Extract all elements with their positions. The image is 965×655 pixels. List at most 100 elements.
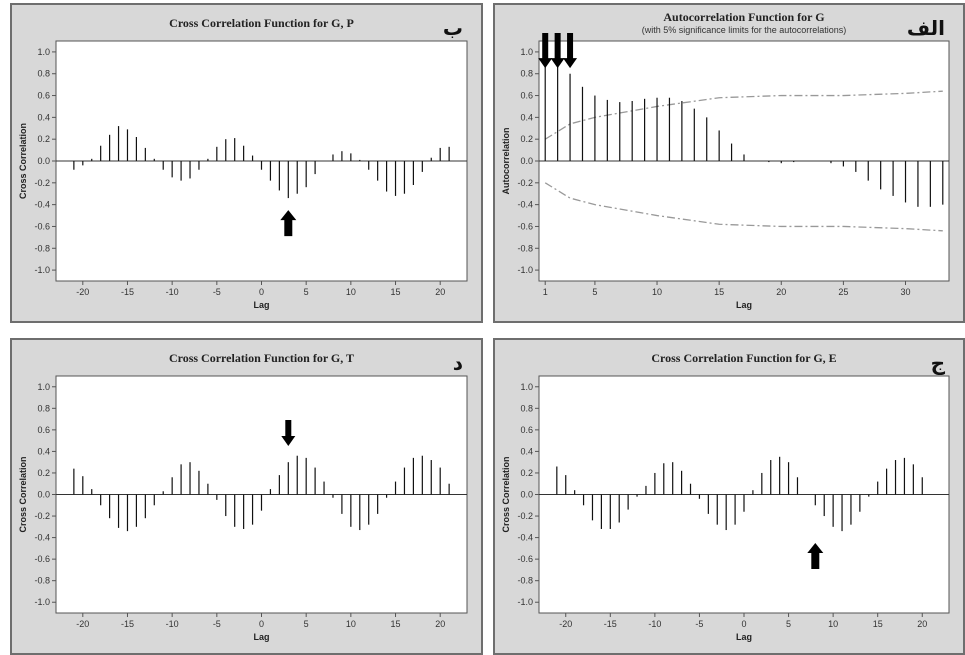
- x-tick-label: -20: [76, 287, 89, 297]
- y-tick-label: 1.0: [37, 47, 50, 57]
- panel-ccf-g-e: Cross Correlation Function for G, E ج 1.0 0…: [493, 338, 965, 655]
- y-tick-label: 1.0: [520, 382, 533, 392]
- x-tick-label: 10: [652, 287, 662, 297]
- chart-title: Autocorrelation Function for G: [663, 10, 824, 24]
- panel-acf-g: Autocorrelation Function for G (with 5% s…: [493, 3, 965, 323]
- y-tick-label: -1.0: [517, 265, 533, 275]
- chart-title: Cross Correlation Function for G, T: [169, 351, 354, 365]
- y-tick-label: -0.2: [34, 511, 50, 521]
- x-tick-label: 20: [435, 619, 445, 629]
- y-tick-label: -0.6: [517, 554, 533, 564]
- x-tick-label: 20: [917, 619, 927, 629]
- y-tick-label: 0.4: [520, 112, 533, 122]
- x-tick-label: -10: [166, 619, 179, 629]
- x-tick-label: -15: [121, 619, 134, 629]
- up-arrow-marker: [280, 210, 297, 237]
- x-tick-label: 15: [391, 619, 401, 629]
- y-tick-label: 0.2: [520, 134, 533, 144]
- chart-subtitle: (with 5% significance limits for the aut…: [642, 25, 847, 35]
- y-tick-label: 0.6: [37, 425, 50, 435]
- y-tick-label: 0.6: [520, 425, 533, 435]
- x-axis-label: Lag: [736, 300, 752, 310]
- x-tick-label: 5: [786, 619, 791, 629]
- lower-significance-limit: [544, 182, 943, 232]
- y-axis-label: Cross Correlation: [501, 456, 511, 532]
- y-tick-label: -0.4: [517, 533, 533, 543]
- x-tick-label: 15: [391, 287, 401, 297]
- x-tick-label: -5: [695, 619, 703, 629]
- y-tick-label: 0.2: [37, 468, 50, 478]
- y-tick-label: -0.8: [34, 576, 50, 586]
- x-tick-label: 15: [873, 619, 883, 629]
- chart-ccf-g-p: Cross Correlation Function for G, P ب 1.0 0…: [18, 16, 468, 310]
- x-tick-label: -10: [648, 619, 661, 629]
- x-tick-label: -5: [213, 287, 221, 297]
- y-tick-label: -0.8: [517, 576, 533, 586]
- x-tick-label: -15: [604, 619, 617, 629]
- y-tick-label: 0.8: [37, 403, 50, 413]
- x-tick-label: -5: [213, 619, 221, 629]
- y-tick-label: 0.0: [37, 156, 50, 166]
- x-tick-label: 20: [776, 287, 786, 297]
- y-tick-label: -0.4: [34, 533, 50, 543]
- x-tick-label: 0: [259, 287, 264, 297]
- y-tick-label: -1.0: [34, 597, 50, 607]
- chart-title: Cross Correlation Function for G, P: [169, 16, 354, 30]
- chart-ccf-g-t: Cross Correlation Function for G, T د 1.0 0…: [18, 351, 468, 642]
- x-tick-label: 0: [259, 619, 264, 629]
- arrow-shape: [550, 33, 565, 69]
- y-tick-label: -0.2: [34, 178, 50, 188]
- y-tick-label: 0.8: [520, 403, 533, 413]
- panel-label: د: [453, 351, 463, 375]
- down-arrow-marker: [281, 420, 296, 447]
- y-tick-label: 0.0: [520, 156, 533, 166]
- panel-ccf-g-p: Cross Correlation Function for G, P ب 1.0 0…: [10, 3, 483, 323]
- x-tick-label: 10: [346, 619, 356, 629]
- chart-title: Cross Correlation Function for G, E: [651, 351, 836, 365]
- y-tick-label: 0.8: [37, 69, 50, 79]
- arrow-shape: [280, 210, 297, 237]
- panel-label: الف: [907, 16, 945, 40]
- x-tick-label: 0: [741, 619, 746, 629]
- arrow-shape: [281, 420, 296, 447]
- x-tick-label: 10: [346, 287, 356, 297]
- x-axis-label: Lag: [253, 632, 269, 642]
- y-tick-label: -0.2: [517, 178, 533, 188]
- x-tick-label: -10: [166, 287, 179, 297]
- y-tick-label: 1.0: [37, 382, 50, 392]
- down-arrow-marker: [563, 33, 578, 69]
- y-tick-label: -0.4: [517, 200, 533, 210]
- down-arrow-marker: [538, 33, 553, 69]
- chart-acf-g: Autocorrelation Function for G(with 5% s…: [501, 10, 950, 310]
- panel-label: ج: [931, 351, 946, 375]
- y-tick-label: -1.0: [517, 597, 533, 607]
- x-tick-label: 5: [592, 287, 597, 297]
- y-tick-label: -0.2: [517, 511, 533, 521]
- x-tick-label: 25: [838, 287, 848, 297]
- y-tick-label: 0.4: [37, 112, 50, 122]
- x-axis-label: Lag: [736, 632, 752, 642]
- arrow-shape: [807, 542, 824, 569]
- y-tick-label: 0.0: [520, 490, 533, 500]
- x-tick-label: 10: [828, 619, 838, 629]
- upper-significance-limit: [544, 90, 943, 140]
- y-tick-label: -0.6: [517, 221, 533, 231]
- x-tick-label: -20: [76, 619, 89, 629]
- x-tick-label: 15: [714, 287, 724, 297]
- y-tick-label: -0.6: [34, 554, 50, 564]
- x-tick-label: 1: [543, 287, 548, 297]
- x-tick-label: 5: [304, 287, 309, 297]
- arrow-shape: [538, 33, 553, 69]
- x-tick-label: 5: [304, 619, 309, 629]
- y-tick-label: 0.6: [520, 91, 533, 101]
- y-tick-label: 1.0: [520, 47, 533, 57]
- x-tick-label: -20: [559, 619, 572, 629]
- y-tick-label: 0.6: [37, 91, 50, 101]
- y-tick-label: 0.4: [37, 446, 50, 456]
- y-tick-label: -0.6: [34, 221, 50, 231]
- x-axis-label: Lag: [253, 300, 269, 310]
- down-arrow-marker: [550, 33, 565, 69]
- up-arrow-marker: [807, 542, 824, 569]
- panel-ccf-g-t: Cross Correlation Function for G, T د 1.0 0…: [10, 338, 483, 655]
- x-tick-label: -15: [121, 287, 134, 297]
